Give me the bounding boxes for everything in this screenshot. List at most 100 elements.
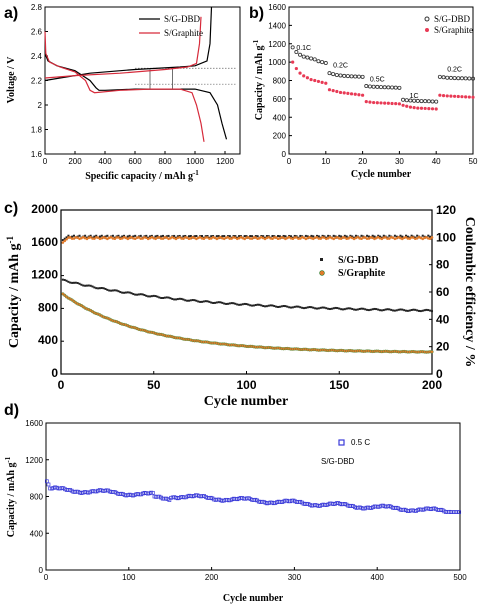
panel-b-point-2: [302, 74, 306, 78]
panel-b-point-2: [423, 106, 427, 111]
panel-b-point-1: [309, 56, 314, 61]
panel-a-x-title: Specific capacity / mAh g-1: [85, 169, 199, 182]
panel-b-point-1: [445, 75, 450, 80]
panel-b-point-1: [320, 60, 325, 65]
panel-c-point-dbd-efficiency: [351, 235, 354, 238]
panel-c-point-dbd-capacity: [169, 297, 172, 300]
panel-c-point-dbd-efficiency: [154, 235, 157, 238]
panel-c-point-dbd-efficiency: [123, 234, 126, 237]
panel-b-point-1: [408, 98, 413, 103]
panel-b-point-2: [464, 95, 468, 99]
panel-c-point-graphite-efficiency: [182, 237, 185, 240]
panel-c-point-graphite-efficiency: [254, 236, 258, 239]
panel-c-point-dbd-capacity: [184, 299, 187, 302]
panel-b-point-1: [467, 76, 472, 81]
panel-c-point-dbd-capacity: [286, 305, 289, 308]
panel-c-point-dbd-capacity: [91, 285, 94, 288]
panel-c-point-dbd-capacity: [330, 307, 333, 310]
panel-c-point-dbd-capacity: [106, 288, 109, 291]
panel-c-point-dbd-capacity: [419, 310, 422, 313]
panel-b-y-tick-label: 1400: [268, 21, 286, 30]
panel-c-point-graphite-efficiency: [178, 235, 182, 239]
panel-c-point-dbd-efficiency: [167, 234, 170, 237]
panel-c-point-dbd-capacity: [117, 290, 120, 293]
panel-c-point-dbd-capacity: [277, 305, 280, 308]
panel-c-legend-marker-1: [320, 258, 323, 261]
panel-a-x-tick-label: 400: [98, 157, 112, 166]
panel-c-point-dbd-capacity: [252, 304, 255, 307]
panel-c-point-dbd-efficiency: [405, 234, 408, 237]
panel-c-point-dbd-capacity: [236, 303, 239, 306]
panel-c-point-dbd-capacity: [388, 308, 391, 311]
panel-c-point-dbd-capacity: [354, 308, 357, 311]
panel-c-point-graphite-efficiency: [408, 237, 412, 240]
panel-c-point-dbd-capacity: [315, 307, 318, 310]
panel-c-point-graphite-efficiency: [274, 236, 278, 239]
panel-c-point-dbd-capacity: [284, 305, 287, 308]
panel-c-point-dbd-efficiency: [293, 234, 296, 237]
panel-c-y-tick-label: 1600: [31, 235, 58, 249]
panel-b-point-2: [298, 71, 302, 75]
panel-c-point-graphite-efficiency: [367, 237, 371, 240]
panel-c-point-dbd-capacity: [193, 299, 196, 302]
panel-c-point-dbd-capacity: [353, 308, 356, 311]
panel-c-point-graphite-efficiency: [412, 236, 415, 239]
panel-b-rate-label: 0.2C: [447, 66, 462, 73]
panel-c-point-dbd-capacity: [327, 307, 330, 310]
panel-c-point-dbd-capacity: [234, 302, 237, 305]
panel-b-point-1: [423, 99, 428, 104]
panel-c-point-graphite-efficiency: [161, 237, 165, 240]
panel-c-point-dbd-capacity: [347, 307, 350, 310]
panel-a-x-tick-label: 200: [68, 157, 82, 166]
panel-c-point-dbd-capacity: [175, 298, 178, 301]
panel-c-point-dbd-capacity: [228, 302, 231, 305]
panel-c-point-dbd-capacity: [301, 306, 304, 309]
panel-c-point-dbd-capacity: [356, 308, 359, 311]
panel-c-point-dbd-capacity: [397, 308, 400, 311]
panel-c-point-dbd-capacity: [232, 302, 235, 305]
panel-c-point-dbd-efficiency: [221, 235, 224, 238]
panel-c-point-dbd-capacity: [421, 309, 424, 312]
panel-c-point-dbd-efficiency: [360, 234, 363, 237]
panel-c-point-dbd-capacity: [293, 305, 296, 308]
panel-c-point-dbd-capacity: [186, 299, 189, 302]
panel-c-point-dbd-capacity: [61, 278, 64, 281]
panel-c-point-dbd-efficiency: [178, 234, 181, 237]
panel-c-letter: c): [4, 200, 18, 217]
panel-b-point-1: [349, 74, 354, 79]
panel-c-point-dbd-capacity: [128, 291, 131, 294]
panel-c-point-dbd-efficiency: [315, 234, 318, 237]
panel-a-x-ticks: 0 200 400 600 800 1000 1200: [43, 151, 234, 166]
panel-b-point-2: [397, 102, 401, 106]
panel-a-y-tick-label: 1.8: [31, 126, 43, 135]
panel-b-point-1: [401, 97, 406, 102]
panel-b-legend-label-2: S/Graphite: [434, 25, 473, 35]
panel-c-point-dbd-capacity: [215, 301, 218, 304]
panel-b-point-1: [386, 85, 391, 90]
panel-c-point-dbd-capacity: [167, 296, 170, 299]
panel-b-point-1: [437, 74, 442, 79]
panel-d-x-tick-label: 300: [288, 573, 302, 582]
panel-b-point-2: [346, 91, 350, 95]
panel-d-x-tick-label: 0: [44, 573, 49, 582]
panel-b-point-2: [416, 106, 420, 110]
panel-b-rate-label: 0.1C: [296, 45, 311, 52]
panel-b-y-tick-label: 1200: [268, 40, 286, 49]
panel-d-x-title: Cycle number: [223, 593, 284, 604]
panel-c-point-dbd-efficiency: [401, 235, 404, 238]
panel-c-point-dbd-capacity: [134, 293, 137, 296]
panel-b-point-2: [294, 66, 298, 71]
panel-c-point-dbd-efficiency: [63, 237, 66, 240]
panel-c-point-dbd-capacity: [401, 308, 404, 311]
panel-c-point-dbd-capacity: [393, 309, 396, 312]
panel-b-point-2: [467, 95, 471, 99]
panel-c-point-dbd-capacity: [319, 306, 322, 309]
panel-c-point-graphite-efficiency: [61, 241, 65, 244]
panel-c-point-dbd-capacity: [375, 308, 378, 311]
panel-b-point-2: [438, 93, 442, 97]
panel-c-point-graphite-efficiency: [183, 236, 187, 239]
panel-c-point-dbd-capacity: [340, 308, 343, 311]
panel-c-point-dbd-efficiency: [373, 235, 376, 238]
panel-c-x-title: Cycle number: [204, 394, 288, 409]
